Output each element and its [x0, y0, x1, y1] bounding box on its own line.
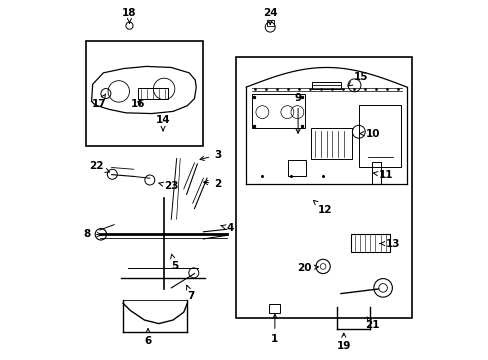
Text: 5: 5 [170, 254, 178, 271]
Bar [312, 82, 340, 89]
Bar [350, 234, 389, 252]
Text: 16: 16 [130, 99, 145, 109]
Text: 23: 23 [158, 181, 178, 192]
Bar [138, 88, 168, 99]
Text: 14: 14 [155, 115, 170, 131]
Bar [85, 41, 203, 146]
Text: 21: 21 [365, 317, 379, 330]
Text: 2: 2 [203, 179, 221, 189]
Text: 12: 12 [313, 201, 331, 215]
Bar [251, 94, 304, 128]
Text: 1: 1 [271, 314, 278, 344]
Bar [287, 160, 305, 176]
Text: 19: 19 [336, 333, 350, 351]
Bar [235, 57, 411, 318]
Text: 22: 22 [89, 161, 109, 172]
Text: 7: 7 [186, 285, 194, 301]
Text: 20: 20 [297, 263, 318, 273]
Bar [310, 128, 351, 158]
Text: 15: 15 [347, 72, 367, 86]
Text: 11: 11 [372, 170, 392, 180]
Text: 13: 13 [379, 239, 399, 249]
Text: 8: 8 [83, 229, 101, 239]
Bar [358, 105, 400, 167]
Text: 4: 4 [221, 223, 233, 233]
Bar [266, 20, 273, 26]
Text: 10: 10 [359, 129, 380, 139]
Text: 24: 24 [263, 8, 277, 24]
Text: 9: 9 [294, 93, 301, 133]
Bar [268, 304, 279, 313]
Bar [372, 162, 381, 184]
Text: 18: 18 [122, 8, 137, 23]
Text: 6: 6 [144, 329, 151, 346]
Text: 17: 17 [91, 94, 106, 109]
Text: 3: 3 [200, 150, 221, 161]
